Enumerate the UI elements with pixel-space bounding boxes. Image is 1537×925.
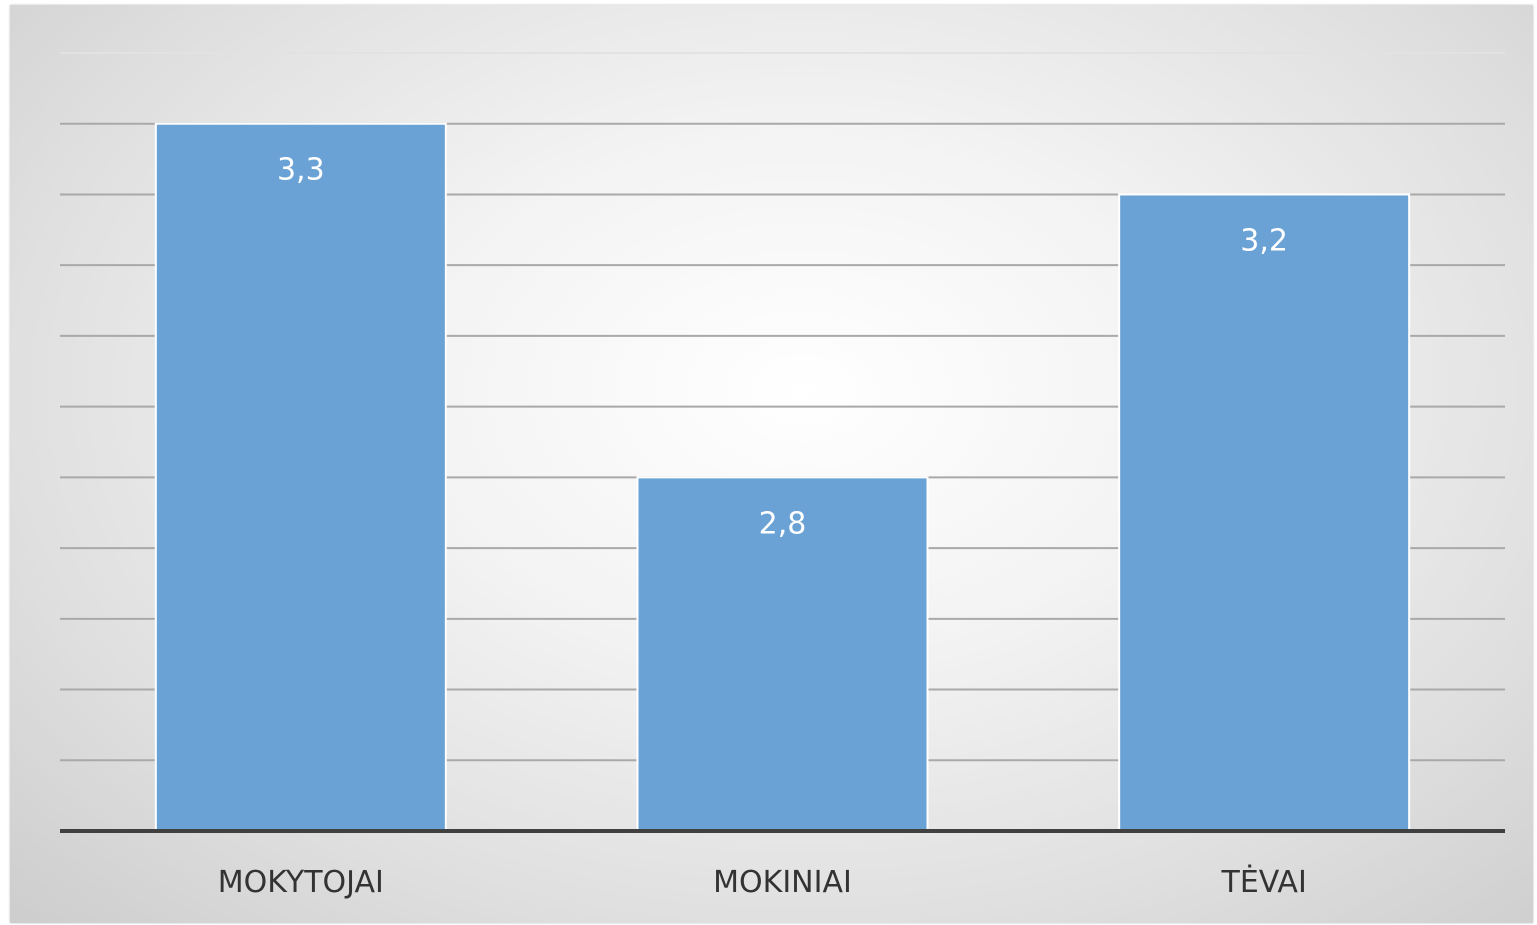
data-label: 2,8 — [759, 506, 807, 541]
bars — [154, 122, 1411, 833]
category-labels: MOKYTOJAI MOKINIAI TĖVAI — [218, 864, 1307, 900]
category-label: TĖVAI — [1221, 864, 1307, 900]
data-label: 3,2 — [1240, 223, 1288, 258]
data-labels: 3,3 2,8 3,2 — [277, 153, 1288, 542]
bar-mokytojai — [154, 122, 447, 832]
data-label: 3,3 — [277, 153, 325, 188]
category-label: MOKINIAI — [713, 865, 852, 900]
bar-tėvai — [1118, 193, 1411, 833]
bar-mokiniai — [636, 476, 929, 832]
category-label: MOKYTOJAI — [218, 865, 384, 900]
